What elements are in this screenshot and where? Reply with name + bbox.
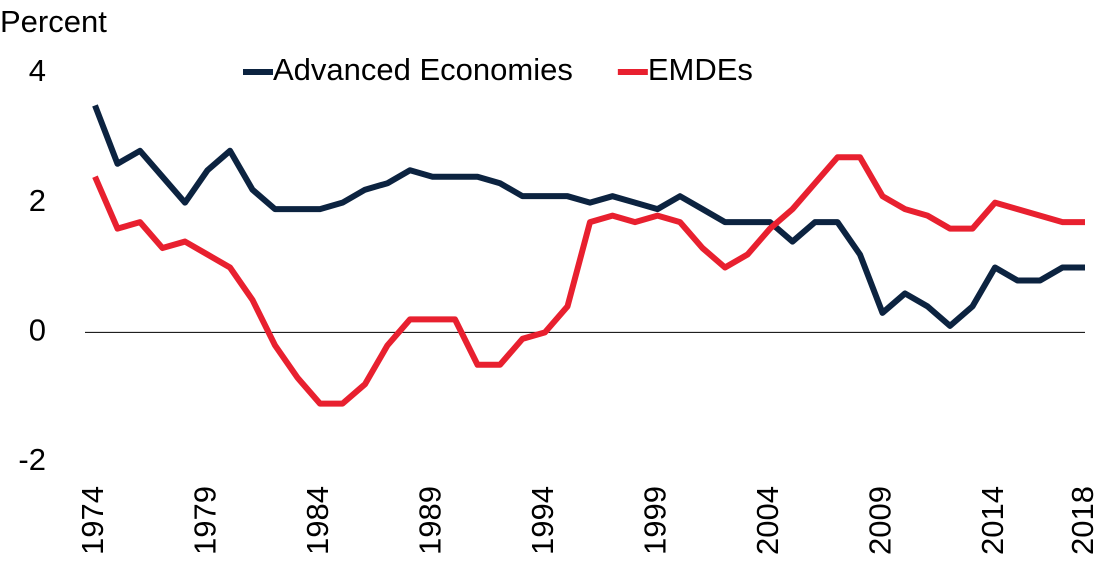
series-line (92, 154, 1085, 407)
y-tick-label: 4 (29, 53, 46, 88)
y-tick-label: 2 (29, 183, 46, 218)
x-tick-label: 1994 (525, 486, 560, 555)
legend-label: Advanced Economies (273, 52, 573, 87)
x-tick-label: 2014 (975, 486, 1010, 555)
x-tick-label: 1999 (638, 486, 673, 555)
series-line (92, 104, 1085, 329)
x-tick-label: 2018 (1065, 486, 1100, 555)
legend-label: EMDEs (648, 52, 753, 87)
x-tick-label: 2009 (863, 486, 898, 555)
y-tick-label: 0 (29, 313, 46, 348)
x-tick-label: 1979 (188, 486, 223, 555)
x-tick-label: 1984 (300, 486, 335, 555)
x-tick-label: 1989 (413, 486, 448, 555)
x-tick-label: 2004 (750, 486, 785, 555)
x-tick-label: 1974 (75, 486, 110, 555)
y-axis-label: Percent (0, 4, 107, 39)
y-tick-label: -2 (18, 442, 46, 477)
